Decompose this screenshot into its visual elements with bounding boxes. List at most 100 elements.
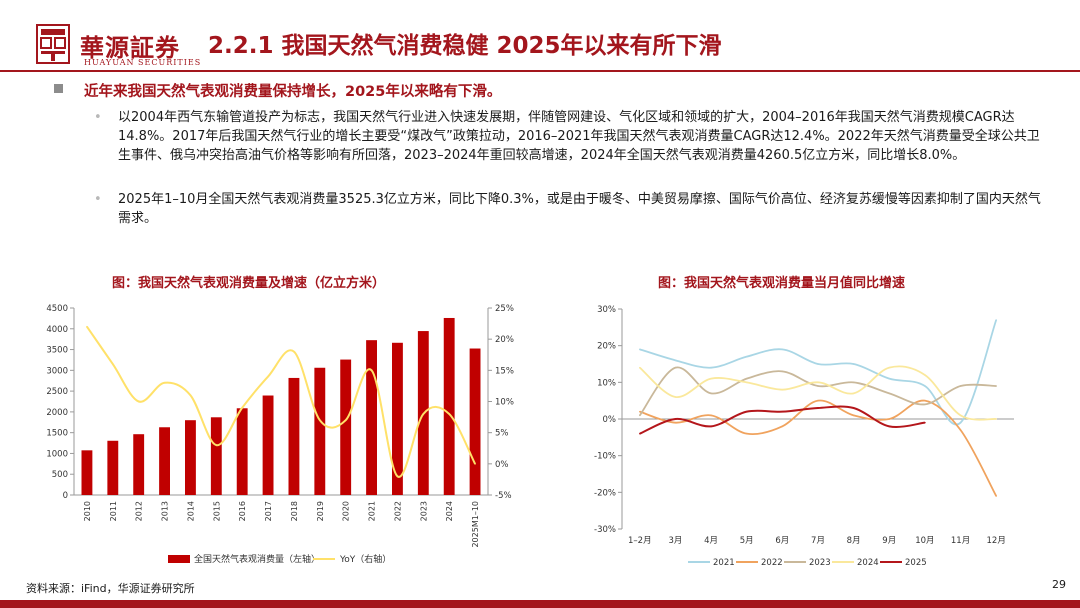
chart-2-series-point-2024 <box>710 377 712 380</box>
chart-2-series-point-2024 <box>639 366 641 369</box>
chart-2-series-point-2021 <box>852 363 855 365</box>
header-divider <box>0 70 1080 72</box>
chart-1-x-tick-label: 2020 <box>342 501 351 521</box>
chart-1-yoy-point <box>396 475 399 478</box>
chart-1-bar <box>392 342 403 495</box>
chart-1-x-tick-label: 2013 <box>161 501 170 521</box>
chart-2-x-tick-label: 3月 <box>668 536 682 546</box>
chart-2-series-point-2022 <box>959 429 962 431</box>
chart-1-title: 图：我国天然气表观消费量及增速（亿立方米） <box>112 276 386 291</box>
square-bullet-icon <box>54 84 63 93</box>
chart-2-series-point-2023 <box>674 366 677 369</box>
chart-2-x-tick-label: 4月 <box>704 536 718 546</box>
chart-2-series-point-2022 <box>674 421 677 424</box>
chart-1-bar <box>81 450 93 495</box>
chart-2-x-tick-label: 11月 <box>951 536 970 546</box>
chart-2-x-tick-label: 12月 <box>987 536 1006 546</box>
chart-2-series-point-2024 <box>959 414 962 417</box>
chart-1-legend-line-label: YoY（右轴） <box>339 553 391 565</box>
chart-2-series-point-2023 <box>924 403 926 406</box>
logo-chinese-name: 華源証券 <box>80 33 180 62</box>
chart-2-x-tick-label: 7月 <box>811 536 825 546</box>
chart-1-yoy-point <box>163 382 166 384</box>
chart-1-x-tick-label: 2018 <box>290 501 299 521</box>
chart-2-series-point-2024 <box>781 388 784 391</box>
chart-2-series-point-2024 <box>888 366 891 369</box>
chart-2-series-point-2021 <box>959 421 962 424</box>
chart-1-yoy-point <box>344 419 347 422</box>
chart-1-right-tick-label: 0% <box>495 460 509 470</box>
chart-1-bar <box>159 427 170 495</box>
chart-1-bar <box>314 367 326 495</box>
chart-1-x-tick-label: 2023 <box>419 501 428 521</box>
chart-2-series-point-2024 <box>817 381 819 384</box>
slide-title: 2.2.1 我国天然气消费稳健 2025年以来有所下滑 <box>208 33 722 59</box>
chart-1-left-tick-label: 4000 <box>46 325 68 335</box>
chart-2-y-tick-label: 0% <box>603 415 617 425</box>
chart-2-series-point-2023 <box>888 392 891 395</box>
chart-1-left-tick-label: 500 <box>52 470 68 480</box>
chart-2-series-point-2021 <box>924 385 926 387</box>
chart-2-series-point-2021 <box>995 319 997 321</box>
chart-1-left-tick-label: 4500 <box>46 304 68 314</box>
chart-2-series-point-2023 <box>995 385 997 387</box>
chart-2-series-line-2022 <box>639 399 997 497</box>
chart-1-right-tick-label: 25% <box>495 304 514 314</box>
chart-2-series-point-2024 <box>674 396 677 398</box>
chart-2-series-point-2024 <box>852 392 855 395</box>
chart-2-series-point-2024 <box>745 381 748 384</box>
chart-1-legend-bar-label: 全国天然气表观消费量（左轴） <box>194 553 320 565</box>
chart-2-series-point-2025 <box>888 425 891 428</box>
chart-1-x-tick-label: 2016 <box>238 501 247 521</box>
chart-2-series-point-2022 <box>781 425 784 428</box>
chart-2-series-point-2022 <box>817 399 819 402</box>
chart-2-series-point-2021 <box>710 366 712 369</box>
chart-2-series-point-2022 <box>639 410 641 413</box>
chart-2-series-point-2022 <box>924 399 926 402</box>
dot-bullet-icon: • <box>94 192 102 207</box>
page-number: 29 <box>1052 578 1066 591</box>
chart-1-x-tick-label: 2022 <box>393 501 402 521</box>
chart-1-bar <box>107 440 119 495</box>
chart-2-series-point-2021 <box>817 363 819 365</box>
chart-2-x-tick-label: 9月 <box>882 536 896 546</box>
sub-bullet-text: 2025年1–10月全国天然气表观消费量3525.3亿立方米，同比下降0.3%，… <box>118 192 1041 226</box>
chart-2-x-tick-label: 5月 <box>740 536 754 546</box>
chart-2-title: 图：我国天然气表观消费量当月值同比增速 <box>658 276 906 291</box>
chart-1-legend-bar-swatch <box>168 555 190 563</box>
chart-1-x-tick-label: 2012 <box>135 501 144 521</box>
chart-2-series-point-2023 <box>710 392 712 395</box>
chart-1-left-tick-label: 1500 <box>46 429 68 439</box>
chart-1-yoy-point <box>137 400 140 403</box>
chart-2-x-tick-label: 1–2月 <box>628 536 652 546</box>
sub-bullet-text: 以2004年西气东输管道投产为标志，我国天然气行业进入快速发展期，伴随管网建设、… <box>118 110 1040 163</box>
chart-1-yoy-point <box>319 419 321 422</box>
main-bullet-text: 近年来我国天然气表观消费量保持增长，2025年以来略有下滑。 <box>84 84 502 100</box>
chart-1-x-tick-label: 2019 <box>316 501 325 521</box>
chart-1-bar <box>288 377 300 495</box>
chart-1-left-tick-label: 3500 <box>46 346 68 356</box>
chart-2-series-point-2025 <box>639 432 641 435</box>
chart-2-legend-label-2025: 2025 <box>905 558 927 568</box>
chart-1-right-tick-label: 10% <box>495 398 514 408</box>
sub-bullet-2: • 2025年1–10月全国天然气表观消费量3525.3亿立方米，同比下降0.3… <box>94 190 1044 228</box>
chart-1-bar <box>185 420 196 495</box>
slide-header: 華源証券 HUAYUAN SECURITIES 2.2.1 我国天然气消费稳健 … <box>0 0 1080 70</box>
chart-1-yoy-point <box>189 394 192 397</box>
chart-2-series-line-2021 <box>639 319 998 426</box>
chart-2-y-tick-label: -30% <box>594 525 616 535</box>
chart-1-bar <box>469 348 481 495</box>
chart-1-bar <box>236 408 248 495</box>
chart-2-series-point-2023 <box>959 385 962 387</box>
chart-2-y-tick-label: 30% <box>597 305 616 315</box>
chart-2-series-point-2021 <box>781 348 784 351</box>
chart-2-series-point-2022 <box>852 414 855 417</box>
chart-1-right-tick-label: -5% <box>495 491 512 501</box>
chart-1-right-tick-label: 20% <box>495 335 514 345</box>
chart-2-y-tick-label: -20% <box>594 488 616 498</box>
chart-2-series-point-2023 <box>639 414 641 417</box>
chart-1-left-tick-label: 0 <box>63 491 68 501</box>
chart-2-series-point-2021 <box>745 355 748 358</box>
chart-2-series-point-2023 <box>745 377 748 380</box>
chart-1-yoy-point <box>370 369 373 372</box>
